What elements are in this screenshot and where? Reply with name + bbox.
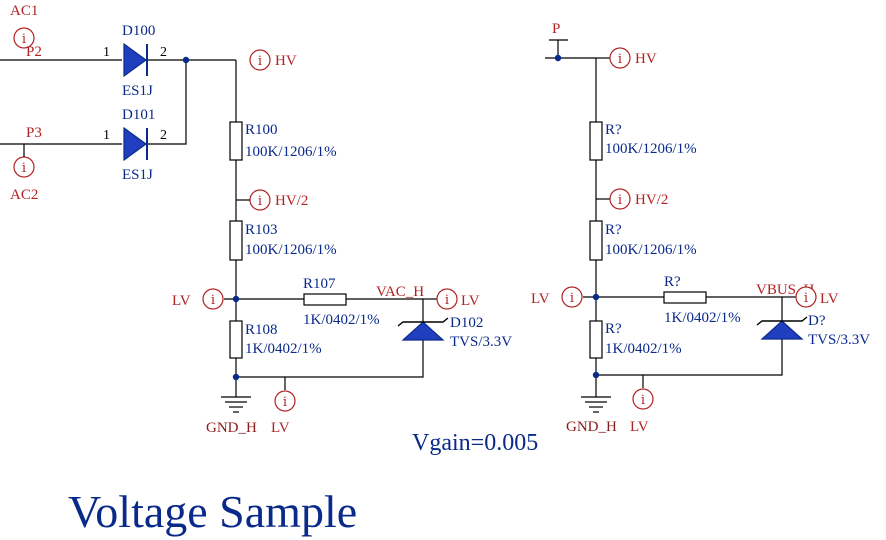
diode-d101-pin1: 1: [103, 128, 110, 143]
port-r-lv-in-label: LV: [531, 291, 550, 307]
port-r-hv2-label: HV/2: [635, 192, 668, 208]
tvs-d102-ref: D102: [450, 315, 483, 331]
port-ac2-glyph: i: [22, 161, 26, 176]
resistor-r-series-body: [663, 291, 707, 304]
port-r-lv-out-icon: [795, 286, 817, 308]
resistor-r100-ref: R100: [245, 122, 278, 138]
port-r-hv-icon: [609, 47, 631, 69]
ground-r-label: GND_H: [566, 419, 617, 435]
port-ac2-label: AC2: [10, 187, 38, 203]
port-r-hv-label: HV: [635, 51, 657, 67]
junction-dot-p: [554, 54, 562, 62]
port-r-lv-gnd-label: LV: [630, 419, 649, 435]
net-vac-label: VAC_H: [376, 284, 424, 300]
diode-d100-symbol: [123, 42, 148, 78]
tvs-d-symbol: [760, 320, 804, 340]
port-hv-label: HV: [275, 53, 297, 69]
tvs-d102-value: TVS/3.3V: [450, 334, 512, 350]
resistor-r-mid-ref: R?: [605, 222, 622, 238]
diode-d101-symbol: [123, 126, 148, 162]
port-ac1-label: AC1: [10, 3, 38, 19]
resistor-r-series-ref: R?: [664, 274, 681, 290]
port-lv-in-icon: [202, 288, 224, 310]
wire-r-tvs-gnd: [596, 339, 783, 376]
port-lv-out-label: LV: [461, 293, 480, 309]
port-ac1-icon: [13, 27, 35, 49]
port-lv-gnd-glyph: i: [283, 395, 287, 410]
diode-d100-pin2: 2: [160, 45, 167, 60]
port-r-lv-in-icon: [561, 286, 583, 308]
left-circuit: i AC1 P2 i AC2 P3 D100 ES1J 1 2 D101 ES1…: [0, 3, 512, 436]
port-r-hv2-icon: [609, 188, 631, 210]
junction-dot-r-gnd: [592, 371, 600, 379]
diagram-title: Voltage Sample: [68, 486, 357, 537]
ground-label: GND_H: [206, 420, 257, 436]
junction-dot-hv: [182, 56, 190, 64]
resistor-r-mid-body: [589, 220, 603, 261]
resistor-r108-body: [229, 320, 243, 359]
resistor-r108-ref: R108: [245, 322, 278, 338]
tvs-d102-bar: [397, 317, 449, 327]
port-lv-out-icon: [436, 288, 458, 310]
resistor-r107-body: [303, 293, 347, 306]
resistor-r-bottom-ref: R?: [605, 321, 622, 337]
port-r-lv-gnd-icon: [632, 388, 654, 410]
diode-d100-value: ES1J: [122, 83, 153, 99]
port-hv2-glyph: i: [258, 194, 262, 209]
junction-dot-lv: [232, 295, 240, 303]
port-hv-icon: [249, 49, 271, 71]
port-lv-gnd-label: LV: [271, 420, 290, 436]
port-r-lv-out-glyph: i: [804, 291, 808, 306]
resistor-r100-body: [229, 121, 243, 161]
wire-d101-to-node: [148, 60, 187, 145]
port-r-lv-out-label: LV: [820, 291, 839, 307]
resistor-r-mid-value: 100K/1206/1%: [605, 242, 697, 258]
resistor-r107-value: 1K/0402/1%: [303, 312, 380, 328]
port-lv-in-glyph: i: [211, 293, 215, 308]
resistor-r103-ref: R103: [245, 222, 278, 238]
connector-p3-label: P3: [26, 125, 42, 141]
tvs-d-ref: D?: [808, 313, 826, 329]
vgain-annotation: Vgain=0.005: [412, 430, 538, 456]
port-r-hv-glyph: i: [618, 52, 622, 67]
port-r-hv2-glyph: i: [618, 193, 622, 208]
port-lv-in-label: LV: [172, 293, 191, 309]
resistor-r-top-body: [589, 121, 603, 161]
port-r-lv-in-glyph: i: [570, 291, 574, 306]
resistor-r103-body: [229, 220, 243, 261]
junction-dot-gnd: [232, 373, 240, 381]
tvs-d-value: TVS/3.3V: [808, 332, 870, 348]
resistor-r103-value: 100K/1206/1%: [245, 242, 337, 258]
diode-d100-pin1: 1: [103, 45, 110, 60]
connector-p-label: P: [552, 21, 560, 37]
resistor-r100-value: 100K/1206/1%: [245, 144, 337, 160]
diode-d101-pin2: 2: [160, 128, 167, 143]
connector-p2-label: P2: [26, 44, 42, 60]
diode-d101-ref: D101: [122, 107, 155, 123]
resistor-r-top-ref: R?: [605, 122, 622, 138]
junction-dot-r-lv: [592, 293, 600, 301]
port-lv-gnd-icon: [274, 390, 296, 412]
resistor-r107-ref: R107: [303, 276, 336, 292]
right-circuit: P i HV R? 100K/1206/1% i HV/2 R?: [531, 21, 870, 435]
wire-tvs-gnd: [236, 339, 424, 378]
resistor-r-bottom-body: [589, 320, 603, 359]
resistor-r108-value: 1K/0402/1%: [245, 341, 322, 357]
diode-d100-ref: D100: [122, 23, 155, 39]
diode-d101-value: ES1J: [122, 167, 153, 183]
resistor-r-series-value: 1K/0402/1%: [664, 310, 741, 326]
resistor-r-top-value: 100K/1206/1%: [605, 141, 697, 157]
resistor-r-bottom-value: 1K/0402/1%: [605, 341, 682, 357]
ground-icon: [221, 396, 251, 413]
port-r-lv-gnd-glyph: i: [641, 393, 645, 408]
port-ac1-glyph: i: [22, 32, 26, 47]
ground-r-icon: [581, 396, 611, 413]
port-hv-glyph: i: [258, 54, 262, 69]
tvs-d102-symbol: [401, 321, 445, 341]
port-lv-out-glyph: i: [445, 293, 449, 308]
tvs-d-bar: [756, 316, 808, 326]
port-hv2-label: HV/2: [275, 193, 308, 209]
